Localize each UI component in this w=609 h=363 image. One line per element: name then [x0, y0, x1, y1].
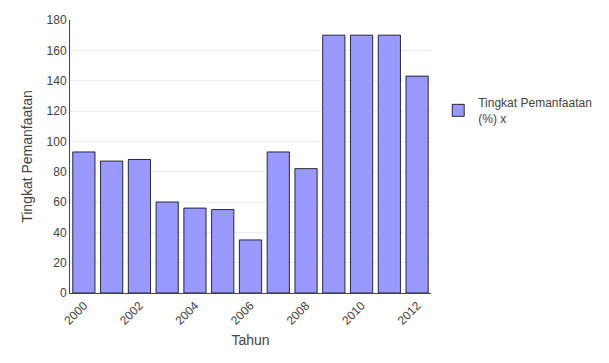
svg-text:2004: 2004 — [173, 299, 202, 328]
svg-text:160: 160 — [47, 44, 67, 58]
svg-text:20: 20 — [53, 256, 67, 270]
svg-text:100: 100 — [47, 135, 67, 149]
svg-text:2012: 2012 — [395, 299, 424, 328]
svg-text:180: 180 — [47, 13, 67, 27]
svg-text:120: 120 — [47, 104, 67, 118]
svg-text:2010: 2010 — [339, 299, 368, 328]
svg-text:2002: 2002 — [117, 299, 146, 328]
svg-text:Tingkat Pemanfaatan(%) x: Tingkat Pemanfaatan(%) x — [478, 96, 592, 126]
svg-text:Tahun: Tahun — [231, 332, 269, 348]
svg-text:0: 0 — [60, 286, 67, 300]
svg-text:2006: 2006 — [228, 299, 257, 328]
svg-text:2008: 2008 — [284, 299, 313, 328]
svg-text:140: 140 — [47, 74, 67, 88]
svg-text:60: 60 — [53, 195, 67, 209]
svg-text:80: 80 — [53, 165, 67, 179]
svg-text:40: 40 — [53, 226, 67, 240]
svg-text:2000: 2000 — [61, 299, 90, 328]
svg-text:Tingkat Pemanfaatan: Tingkat Pemanfaatan — [19, 90, 35, 223]
